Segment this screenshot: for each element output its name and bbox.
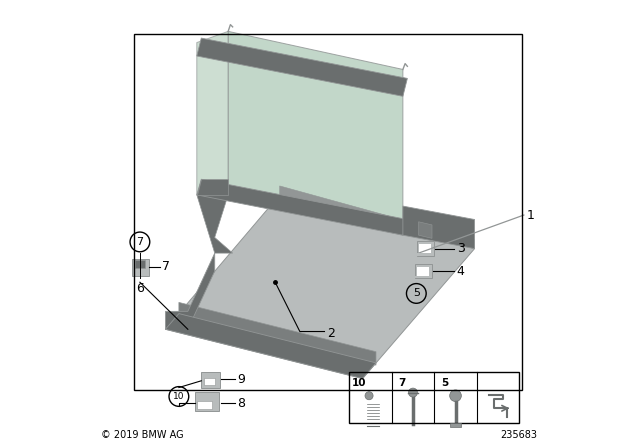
Circle shape	[450, 390, 461, 401]
Text: 10: 10	[173, 392, 184, 401]
Text: 5: 5	[413, 289, 420, 298]
Bar	[450, 422, 461, 427]
Text: 10: 10	[352, 378, 367, 388]
Bar	[202, 372, 220, 388]
Polygon shape	[165, 314, 376, 379]
Polygon shape	[280, 186, 475, 249]
Polygon shape	[165, 195, 475, 379]
Text: © 2019 BMW AG: © 2019 BMW AG	[101, 431, 184, 440]
Bar	[134, 34, 522, 390]
Bar	[195, 392, 219, 411]
Text: 7: 7	[136, 237, 143, 247]
Text: 7: 7	[162, 260, 170, 273]
Text: 3: 3	[457, 242, 465, 255]
Bar	[197, 401, 212, 409]
Polygon shape	[197, 179, 228, 195]
Bar	[417, 241, 434, 256]
Bar	[415, 276, 431, 278]
Polygon shape	[228, 31, 403, 235]
Bar	[415, 264, 431, 278]
Text: 235683: 235683	[500, 431, 538, 440]
Bar	[204, 378, 215, 385]
Polygon shape	[179, 302, 376, 365]
Bar	[417, 253, 434, 256]
Polygon shape	[197, 195, 233, 253]
Polygon shape	[197, 38, 407, 96]
Bar	[349, 372, 520, 423]
Polygon shape	[197, 31, 228, 195]
Text: 5: 5	[441, 378, 448, 388]
Circle shape	[365, 392, 373, 400]
Text: 9: 9	[237, 373, 245, 386]
Text: 7: 7	[398, 378, 406, 388]
Bar	[419, 244, 431, 253]
Text: 1: 1	[527, 208, 535, 222]
Bar	[136, 260, 145, 268]
Text: 2: 2	[327, 327, 335, 340]
Polygon shape	[403, 206, 475, 249]
Bar	[417, 267, 429, 276]
Polygon shape	[165, 253, 215, 329]
Bar	[132, 259, 149, 276]
Polygon shape	[419, 222, 432, 238]
Circle shape	[408, 388, 417, 397]
Text: 8: 8	[237, 396, 245, 410]
Text: 4: 4	[457, 264, 465, 278]
Polygon shape	[197, 179, 407, 235]
Text: 6: 6	[136, 282, 144, 296]
